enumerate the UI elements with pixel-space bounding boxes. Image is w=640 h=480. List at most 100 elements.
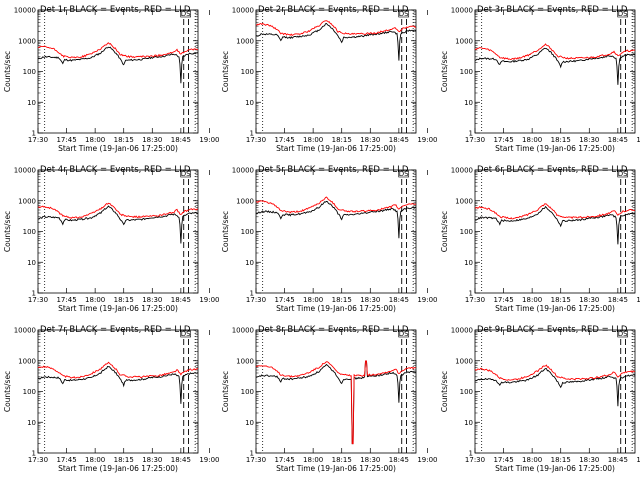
x-tick-label: 17:30: [246, 456, 266, 464]
x-tick-label: 18:30: [579, 136, 599, 144]
y-tick-label: 10: [245, 419, 254, 427]
y-tick-label: 1: [469, 130, 473, 138]
y-tick-label: 100: [23, 68, 36, 76]
x-tick-label: 17:30: [246, 296, 266, 304]
x-tick-label: 18:45: [608, 136, 628, 144]
lld-series-line: [37, 202, 199, 220]
panel-3r: Det 3r BLACK = Events, RED = LLD 1 10 100 10…: [440, 5, 640, 153]
x-tick-label: 18:45: [608, 456, 628, 464]
x-tick-label: 17:30: [246, 136, 266, 144]
y-tick-label: 100: [23, 388, 36, 396]
panel-2r: Det 2r BLACK = Events, RED = LLD 1 10 100 10…: [221, 5, 438, 153]
x-tick-label: 18:00: [303, 296, 323, 304]
x-tick-label: 17:45: [56, 456, 76, 464]
y-tick-label: 1000: [455, 197, 473, 205]
events-series-line: [255, 22, 417, 61]
y-tick-label: 10: [27, 419, 36, 427]
panel-title: Det 1r BLACK = Events, RED = LLD: [40, 5, 191, 15]
y-tick-label: 1000: [18, 197, 36, 205]
x-tick-label: 18:45: [389, 456, 409, 464]
ds-box-label: DS: [618, 330, 628, 338]
ds-box: [617, 10, 629, 18]
panel-title: Det 6r BLACK = Events, RED = LLD: [477, 165, 628, 175]
x-axis-label: Start Time (19-Jan-06 17:25:00): [276, 144, 396, 153]
x-tick-label: 17:45: [493, 456, 513, 464]
x-tick-label: 18:30: [579, 456, 599, 464]
panel-title: Det 7r BLACK = Events, RED = LLD: [40, 325, 191, 335]
x-tick-label: 19:00: [636, 136, 640, 144]
y-tick-label: 10: [464, 259, 473, 267]
x-tick-label: 18:30: [142, 456, 162, 464]
y-tick-label: 100: [460, 228, 473, 236]
y-tick-label: 10000: [451, 327, 473, 335]
panel-title: Det 5r BLACK = Events, RED = LLD: [258, 165, 409, 175]
x-tick-label: 17:30: [28, 296, 48, 304]
panel-title: Det 8r BLACK = Events, RED = LLD: [258, 325, 409, 335]
y-tick-label: 1: [469, 290, 473, 298]
y-axis-label: Counts/sec: [3, 211, 12, 252]
ds-box-label: DS: [399, 170, 409, 178]
ds-box-label: DS: [618, 170, 628, 178]
y-tick-label: 10: [245, 99, 254, 107]
y-tick-label: 1000: [18, 37, 36, 45]
y-tick-label: 10000: [232, 327, 254, 335]
events-series-line: [37, 365, 199, 404]
lld-series-line: [474, 43, 635, 61]
plot-frame: [255, 329, 417, 454]
y-tick-label: 10000: [232, 167, 254, 175]
events-series-line: [474, 368, 636, 407]
y-tick-label: 1000: [236, 37, 254, 45]
x-tick-label: 18:00: [85, 296, 105, 304]
x-tick-label: 18:30: [360, 456, 380, 464]
y-tick-label: 10000: [451, 7, 473, 15]
x-tick-label: 17:45: [56, 296, 76, 304]
panel-7r: Det 7r BLACK = Events, RED = LLD 1 10 100 10…: [3, 325, 220, 473]
events-series-line: [474, 205, 636, 245]
x-tick-label: 18:30: [579, 296, 599, 304]
x-axis-label: Start Time (19-Jan-06 17:25:00): [276, 464, 396, 473]
lld-series-line: [474, 364, 636, 381]
panel-title: Det 2r BLACK = Events, RED = LLD: [258, 5, 409, 15]
events-series-line: [37, 46, 199, 84]
panel-1r: Det 1r BLACK = Events, RED = LLD 1 10 100 10…: [3, 5, 220, 153]
panel-title: Det 4r BLACK = Events, RED = LLD: [40, 165, 191, 175]
y-axis-label: Counts/sec: [440, 51, 449, 92]
panel-4r: Det 4r BLACK = Events, RED = LLD 1 10 100 10…: [3, 165, 220, 313]
panel-5r: Det 5r BLACK = Events, RED = LLD 1 10 100 10…: [221, 165, 438, 313]
x-tick-label: 17:45: [493, 136, 513, 144]
y-tick-label: 1000: [18, 357, 36, 365]
y-tick-label: 10000: [451, 167, 473, 175]
panel-title: Det 3r BLACK = Events, RED = LLD: [477, 5, 628, 15]
y-tick-label: 10: [464, 99, 473, 107]
lld-series-line: [255, 20, 417, 37]
x-tick-label: 19:00: [636, 456, 640, 464]
x-tick-label: 17:45: [274, 136, 294, 144]
plot-frame: [474, 329, 636, 454]
y-tick-label: 10000: [14, 7, 36, 15]
y-axis-label: Counts/sec: [440, 371, 449, 412]
plot-frame: [37, 9, 199, 134]
ds-box: [398, 10, 410, 18]
panel-9r: Det 9r BLACK = Events, RED = LLD 1 10 100 10…: [440, 325, 640, 473]
y-tick-label: 10: [27, 259, 36, 267]
x-tick-label: 17:30: [465, 296, 485, 304]
events-series-line: [474, 47, 636, 85]
panel-8r: Det 8r BLACK = Events, RED = LLD 1 10 100 10…: [221, 325, 438, 473]
y-tick-label: 1: [469, 450, 473, 458]
x-tick-label: 19:00: [636, 296, 640, 304]
lld-series-line: [255, 196, 417, 214]
events-series-line: [37, 205, 199, 244]
ds-box: [180, 170, 192, 178]
x-axis-label: Start Time (19-Jan-06 17:25:00): [58, 144, 178, 153]
x-tick-label: 17:45: [493, 296, 513, 304]
ds-box-label: DS: [181, 170, 191, 178]
events-series-line: [255, 200, 417, 239]
x-tick-label: 18:15: [551, 296, 571, 304]
ds-box: [398, 330, 410, 338]
plot-frame: [474, 9, 636, 134]
y-tick-label: 100: [241, 68, 254, 76]
ds-box-label: DS: [399, 330, 409, 338]
x-tick-label: 18:30: [142, 296, 162, 304]
y-tick-label: 100: [241, 228, 254, 236]
y-tick-label: 100: [23, 228, 36, 236]
